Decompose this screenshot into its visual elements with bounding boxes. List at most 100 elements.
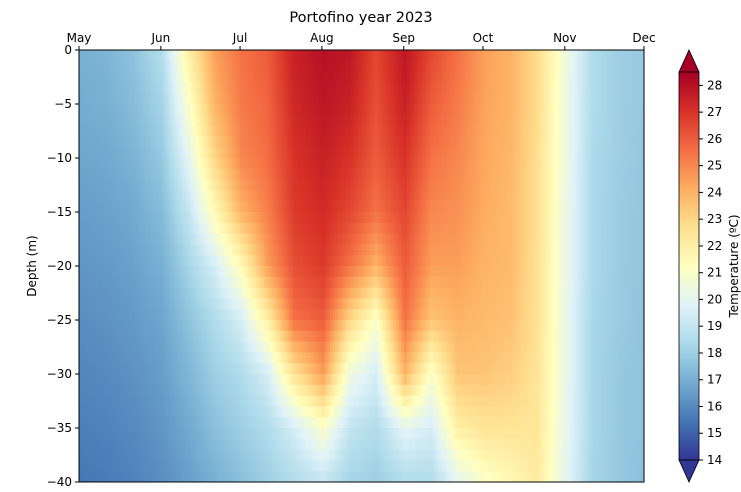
heatmap-cell xyxy=(358,82,363,94)
heatmap-cell xyxy=(269,233,273,245)
heatmap-cell xyxy=(200,50,204,62)
heatmap-cell xyxy=(155,384,159,397)
heatmap-cell xyxy=(255,374,260,386)
heatmap-cell xyxy=(139,60,143,73)
heatmap-cell xyxy=(255,395,260,407)
heatmap-cell xyxy=(232,50,236,62)
heatmap-cell xyxy=(319,71,323,83)
heatmap-cell xyxy=(226,50,231,62)
heatmap-cell xyxy=(79,460,83,472)
heatmap-cell xyxy=(123,60,128,73)
heatmap-cell xyxy=(100,341,104,353)
heatmap-cell xyxy=(200,212,204,224)
heatmap-cell xyxy=(97,50,101,62)
heatmap-cell xyxy=(366,406,371,418)
heatmap-cell xyxy=(332,471,336,482)
heatmap-cell xyxy=(102,449,106,461)
heatmap-cell xyxy=(200,266,204,278)
heatmap-cell xyxy=(110,363,114,375)
heatmap-cell xyxy=(298,104,302,116)
heatmap-cell xyxy=(129,266,133,278)
heatmap-cell xyxy=(216,212,220,224)
heatmap-cell xyxy=(237,363,241,375)
heatmap-cell xyxy=(113,222,117,235)
heatmap-cell xyxy=(350,449,355,461)
heatmap-cell xyxy=(234,233,239,245)
heatmap-cell xyxy=(139,298,143,310)
heatmap-cell xyxy=(213,233,217,245)
heatmap-cell xyxy=(94,341,99,353)
heatmap-cell xyxy=(84,266,88,278)
heatmap-cell xyxy=(86,352,91,364)
heatmap-cell xyxy=(269,309,273,321)
heatmap-cell xyxy=(247,298,252,310)
heatmap-cell xyxy=(224,82,228,94)
heatmap-cell xyxy=(358,222,363,235)
heatmap-cell xyxy=(311,201,315,213)
heatmap-cell xyxy=(121,395,125,407)
heatmap-cell xyxy=(258,255,262,267)
heatmap-cell xyxy=(203,50,207,62)
heatmap-cell xyxy=(319,201,323,213)
heatmap-cell xyxy=(102,255,106,267)
heatmap-cell xyxy=(211,147,215,159)
heatmap-cell xyxy=(329,471,334,482)
heatmap-cell xyxy=(258,125,262,137)
heatmap-cell xyxy=(218,384,223,397)
heatmap-cell xyxy=(292,136,297,148)
heatmap-cell xyxy=(187,276,191,289)
heatmap-cell xyxy=(266,93,270,105)
heatmap-cell xyxy=(200,158,204,170)
heatmap-cell xyxy=(108,222,112,235)
heatmap-cell xyxy=(147,147,151,159)
heatmap-cell xyxy=(134,406,138,418)
heatmap-cell xyxy=(263,406,268,418)
heatmap-cell xyxy=(316,320,320,332)
heatmap-cell xyxy=(137,179,141,191)
heatmap-cell xyxy=(337,212,341,224)
heatmap-cell xyxy=(303,71,307,83)
heatmap-cell xyxy=(81,60,85,73)
heatmap-cell xyxy=(208,374,212,386)
heatmap-cell xyxy=(208,222,212,235)
heatmap-cell xyxy=(213,417,217,429)
heatmap-cell xyxy=(250,417,254,429)
heatmap-cell xyxy=(181,233,186,245)
heatmap-cell xyxy=(300,330,305,343)
heatmap-cell xyxy=(115,104,120,116)
heatmap-cell xyxy=(269,158,273,170)
heatmap-cell xyxy=(329,255,334,267)
heatmap-cell xyxy=(200,471,204,482)
heatmap-cell xyxy=(224,330,228,343)
heatmap-cell xyxy=(361,449,365,461)
heatmap-cell xyxy=(274,50,278,62)
heatmap-cell xyxy=(131,374,136,386)
heatmap-cell xyxy=(279,71,283,83)
heatmap-cell xyxy=(216,233,220,245)
heatmap-cell xyxy=(126,320,130,332)
heatmap-cell xyxy=(192,244,196,256)
heatmap-cell xyxy=(353,471,357,482)
heatmap-cell xyxy=(311,352,315,364)
heatmap-cell xyxy=(166,298,170,310)
heatmap-cell xyxy=(197,276,202,289)
heatmap-cell xyxy=(81,298,85,310)
heatmap-cell xyxy=(187,471,191,482)
heatmap-cell xyxy=(213,341,217,353)
heatmap-cell xyxy=(340,298,344,310)
heatmap-cell xyxy=(200,60,204,73)
heatmap-cell xyxy=(158,60,162,73)
heatmap-cell xyxy=(324,104,328,116)
heatmap-cell xyxy=(123,374,128,386)
heatmap-cell xyxy=(189,363,194,375)
heatmap-cell xyxy=(179,417,183,429)
heatmap-cell xyxy=(255,244,260,256)
heatmap-cell xyxy=(242,93,246,105)
heatmap-cell xyxy=(160,449,165,461)
heatmap-cell xyxy=(79,428,83,440)
heatmap-cell xyxy=(269,287,273,299)
heatmap-cell xyxy=(250,222,254,235)
heatmap-cell xyxy=(150,190,154,202)
heatmap-cell xyxy=(332,395,336,407)
heatmap-cell xyxy=(79,114,83,127)
